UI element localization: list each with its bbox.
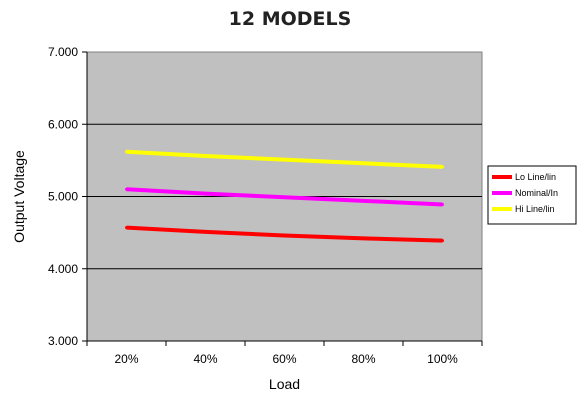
data-point	[283, 195, 286, 199]
data-point	[125, 187, 128, 191]
y-axis-title: Output Voltage	[11, 150, 27, 243]
legend-label: Hi Line/lin	[515, 204, 555, 214]
data-point	[283, 158, 286, 162]
data-point	[283, 234, 286, 238]
chart-title: 12 MODELS	[228, 8, 352, 30]
axes: 3.000 4.000 5.000 6.000 7.000 20% 40% 60% 80% 100…	[48, 45, 483, 366]
data-point	[362, 236, 365, 240]
legend-label: Nominal/In	[515, 188, 558, 198]
data-point	[125, 226, 128, 230]
data-point	[441, 165, 444, 169]
x-axis-title: Load	[269, 376, 300, 392]
y-tick-label: 6.000	[48, 117, 78, 131]
data-point	[441, 202, 444, 206]
x-tick-label: 100%	[427, 352, 458, 366]
y-tick-label: 7.000	[48, 45, 78, 59]
y-tick-label: 3.000	[48, 334, 78, 348]
data-point	[204, 230, 207, 234]
data-point	[125, 150, 128, 154]
data-point	[441, 239, 444, 243]
y-tick-label: 4.000	[48, 262, 78, 276]
x-tick-label: 60%	[272, 352, 296, 366]
x-tick-label: 80%	[351, 352, 375, 366]
y-tick-label: 5.000	[48, 190, 78, 204]
data-point	[204, 192, 207, 196]
x-tick-label: 40%	[193, 352, 217, 366]
legend: Lo Line/lin Nominal/In Hi Line/lin	[487, 165, 577, 225]
x-tick-label: 20%	[114, 352, 138, 366]
data-point	[362, 199, 365, 203]
data-point	[362, 161, 365, 165]
series-lines	[125, 149, 444, 243]
legend-label: Lo Line/lin	[515, 172, 556, 182]
data-point	[204, 154, 207, 158]
